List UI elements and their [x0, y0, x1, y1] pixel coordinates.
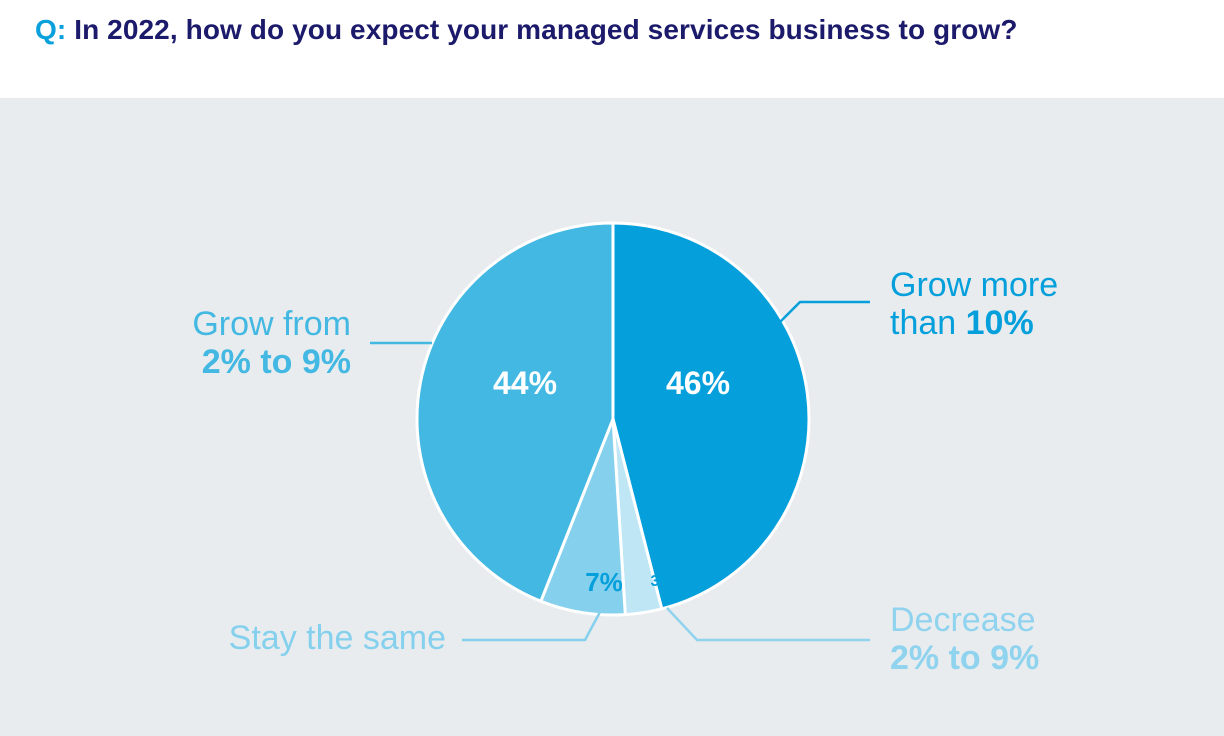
label-line2-bold: 10% — [965, 304, 1034, 342]
label-line1: Stay the same — [228, 619, 446, 657]
data-label-grow_more: 46% — [666, 365, 730, 401]
data-label-decrease: 3% — [650, 573, 673, 590]
label-grow-from: Grow from 2% to 9% — [192, 305, 351, 381]
label-line1: Grow from — [192, 305, 351, 343]
question-prefix: Q: — [35, 14, 67, 45]
data-label-stay_same: 7% — [585, 567, 623, 597]
leader-line-stay_same — [462, 611, 602, 642]
label-line2-bold: 2% to 9% — [890, 639, 1040, 677]
data-label-grow_from: 44% — [493, 365, 557, 401]
chart-title: Q: In 2022, how do you expect your manag… — [35, 14, 1018, 46]
label-grow-more: Grow more than 10% — [890, 266, 1058, 342]
pie-slice-grow_from — [415, 221, 615, 603]
pie-chart-area: 46% 3% 7% 44% Grow more than 10% Grow from … — [0, 98, 1224, 736]
label-line1: Decrease — [890, 601, 1036, 639]
leader-line-grow_more — [779, 300, 870, 323]
label-line2-prefix: than — [890, 304, 966, 342]
pie-chart: 46% 3% 7% 44% — [370, 221, 870, 642]
header: Q: In 2022, how do you expect your manag… — [0, 0, 1224, 98]
label-line1: Grow more — [890, 266, 1059, 304]
question-text: In 2022, how do you expect your managed … — [74, 14, 1018, 45]
label-stay-same: Stay the same — [229, 619, 446, 657]
label-line2-bold: 2% to 9% — [201, 343, 351, 381]
leader-line-decrease — [666, 607, 870, 642]
label-decrease: Decrease 2% to 9% — [890, 601, 1039, 677]
pie-slice-grow_more — [611, 221, 811, 611]
